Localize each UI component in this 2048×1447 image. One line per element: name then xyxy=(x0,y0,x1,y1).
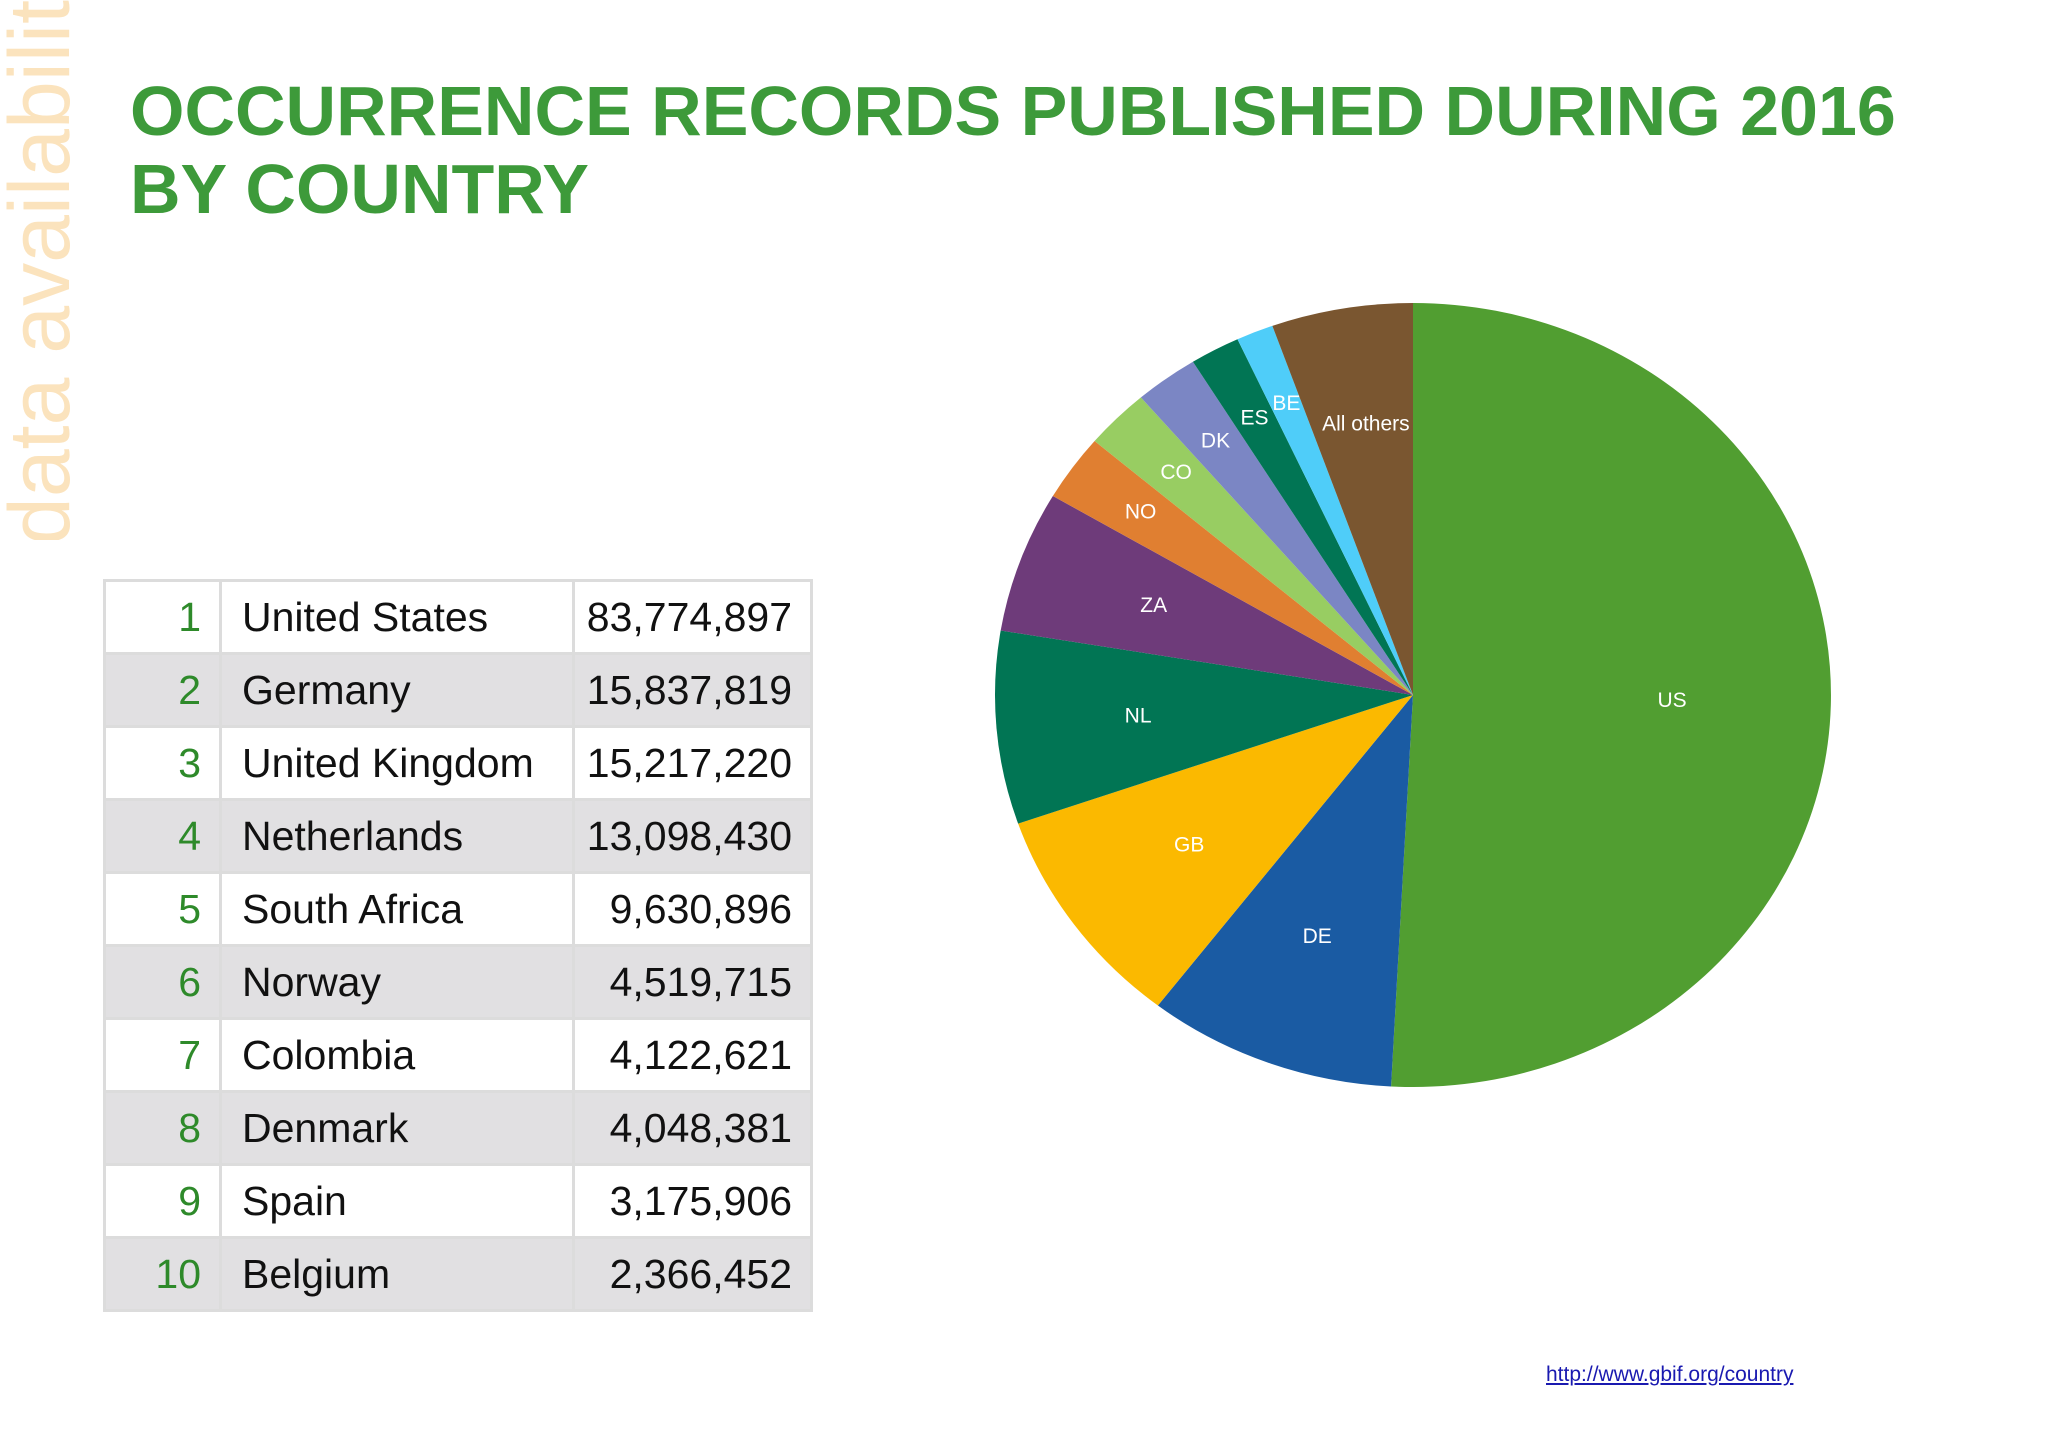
rank-cell: 8 xyxy=(103,1090,222,1166)
table-row: 5 South Africa 9,630,896 xyxy=(103,871,813,947)
country-cell: Netherlands xyxy=(219,798,575,874)
value-cell: 83,774,897 xyxy=(572,579,813,655)
value-cell: 13,098,430 xyxy=(572,798,813,874)
country-cell: Belgium xyxy=(219,1236,575,1312)
pie-slice-dk xyxy=(1140,361,1413,695)
ranking-table-body: 1 United States 83,774,897 2 Germany 15,837,8… xyxy=(103,579,813,1312)
rank-cell: 9 xyxy=(103,1163,222,1239)
rank-cell: 2 xyxy=(103,652,222,728)
ranking-table: 1 United States 83,774,897 2 Germany 15,837,8… xyxy=(103,579,813,1312)
country-cell: United States xyxy=(219,579,575,655)
rank-cell: 7 xyxy=(103,1017,222,1093)
side-label-text: data availability xyxy=(0,0,80,540)
pie-slice-us xyxy=(1391,303,1831,1088)
value-cell: 9,630,896 xyxy=(572,871,813,947)
table-row: 9 Spain 3,175,906 xyxy=(103,1163,813,1239)
table-row: 2 Germany 15,837,819 xyxy=(103,652,813,728)
value-cell: 3,175,906 xyxy=(572,1163,813,1239)
value-cell: 4,519,715 xyxy=(572,944,813,1020)
side-label: data availability xyxy=(0,0,80,540)
pie-slice-za xyxy=(1000,496,1413,695)
rank-cell: 4 xyxy=(103,798,222,874)
table-row: 7 Colombia 4,122,621 xyxy=(103,1017,813,1093)
value-cell: 15,837,819 xyxy=(572,652,813,728)
country-cell: United Kingdom xyxy=(219,725,575,801)
rank-cell: 6 xyxy=(103,944,222,1020)
table-row: 4 Netherlands 13,098,430 xyxy=(103,798,813,874)
title-line-1: OCCURRENCE RECORDS PUBLISHED DURING 2016 xyxy=(130,72,1896,150)
pie-slice-gb xyxy=(1018,695,1413,1006)
pie-slice-no xyxy=(1052,441,1413,695)
rank-cell: 3 xyxy=(103,725,222,801)
pie-slice-de xyxy=(1157,695,1413,1087)
source-link[interactable]: http://www.gbif.org/country xyxy=(1546,1363,1794,1386)
rank-cell: 5 xyxy=(103,871,222,947)
title-line-2: BY COUNTRY xyxy=(130,150,589,228)
table-row: 10 Belgium 2,366,452 xyxy=(103,1236,813,1312)
rank-cell: 1 xyxy=(103,579,222,655)
table-row: 8 Denmark 4,048,381 xyxy=(103,1090,813,1166)
table-row: 6 Norway 4,519,715 xyxy=(103,944,813,1020)
value-cell: 2,366,452 xyxy=(572,1236,813,1312)
table-row: 3 United Kingdom 15,217,220 xyxy=(103,725,813,801)
country-cell: Spain xyxy=(219,1163,575,1239)
country-cell: Germany xyxy=(219,652,575,728)
country-cell: Norway xyxy=(219,944,575,1020)
pie-slice-be xyxy=(1237,325,1413,695)
page-title: OCCURRENCE RECORDS PUBLISHED DURING 2016… xyxy=(130,72,1896,228)
table-row: 1 United States 83,774,897 xyxy=(103,579,813,655)
value-cell: 4,122,621 xyxy=(572,1017,813,1093)
pie-slice-es xyxy=(1192,339,1413,695)
pie-slice-co xyxy=(1094,397,1413,695)
pie-slice-nl xyxy=(994,630,1413,824)
country-cell: Denmark xyxy=(219,1090,575,1166)
value-cell: 15,217,220 xyxy=(572,725,813,801)
rank-cell: 10 xyxy=(103,1236,222,1312)
value-cell: 4,048,381 xyxy=(572,1090,813,1166)
country-cell: Colombia xyxy=(219,1017,575,1093)
pie-slice-all-others xyxy=(1272,303,1413,695)
country-cell: South Africa xyxy=(219,871,575,947)
